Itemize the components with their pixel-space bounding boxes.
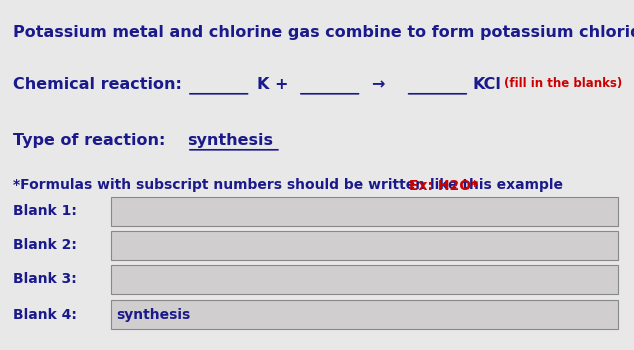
Text: synthesis: synthesis — [187, 133, 273, 148]
FancyBboxPatch shape — [111, 265, 618, 294]
Text: KCl: KCl — [472, 77, 501, 92]
Text: Potassium metal and chlorine gas combine to form potassium chloride.: Potassium metal and chlorine gas combine… — [13, 25, 634, 40]
Text: →: → — [371, 77, 384, 92]
Text: Blank 4:: Blank 4: — [13, 308, 77, 322]
Text: Chemical reaction:: Chemical reaction: — [13, 77, 181, 92]
Text: Ex: H2O*: Ex: H2O* — [409, 178, 478, 192]
FancyBboxPatch shape — [111, 197, 618, 226]
Text: synthesis: synthesis — [116, 308, 190, 322]
FancyBboxPatch shape — [111, 300, 618, 329]
Text: Blank 3:: Blank 3: — [13, 272, 77, 286]
Text: Type of reaction:: Type of reaction: — [13, 133, 165, 148]
FancyBboxPatch shape — [111, 231, 618, 260]
Text: *Formulas with subscript numbers should be written like this example: *Formulas with subscript numbers should … — [13, 178, 567, 192]
Text: K +: K + — [257, 77, 288, 92]
Text: Blank 1:: Blank 1: — [13, 204, 77, 218]
Text: (fill in the blanks): (fill in the blanks) — [504, 77, 623, 90]
Text: Blank 2:: Blank 2: — [13, 238, 77, 252]
